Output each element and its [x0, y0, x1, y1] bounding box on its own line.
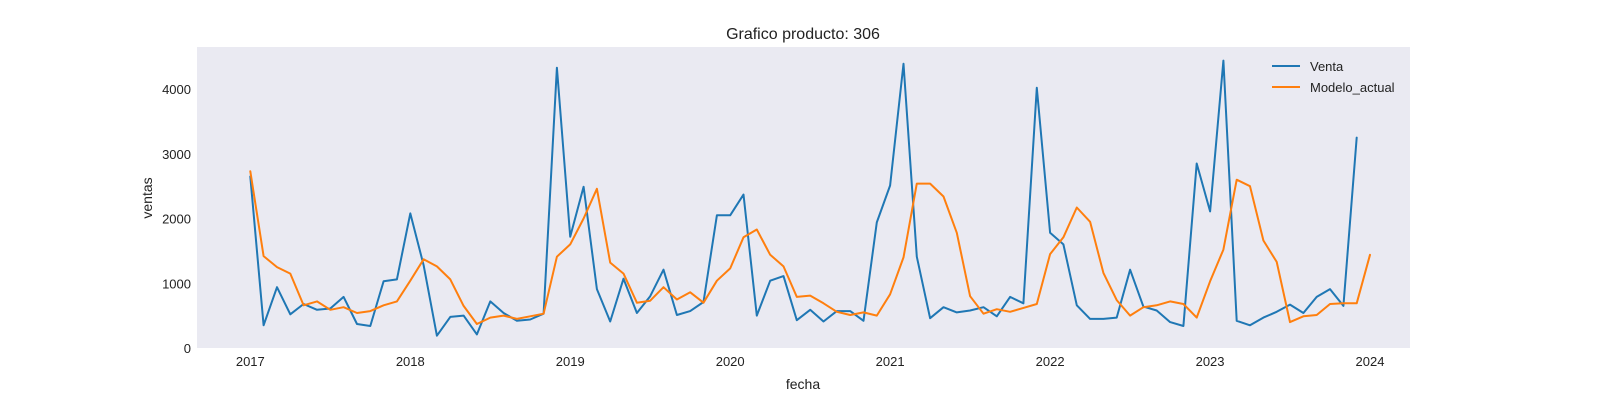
y-tick-label: 2000: [162, 212, 191, 227]
legend: Venta Modelo_actual: [1272, 59, 1395, 95]
y-tick-label: 4000: [162, 82, 191, 97]
y-tick-label: 3000: [162, 147, 191, 162]
y-axis-title: ventas: [139, 177, 155, 218]
x-tick-label: 2017: [236, 354, 265, 369]
x-tick-label: 2021: [876, 354, 905, 369]
chart-title: Grafico producto: 306: [726, 26, 880, 43]
series-line-venta: [249, 59, 1358, 337]
y-axis-ticks: 0 1000 2000 3000 4000: [162, 82, 191, 356]
x-tick-label: 2024: [1356, 354, 1385, 369]
x-tick-label: 2018: [396, 354, 425, 369]
plot-area: [197, 47, 1410, 348]
series-line-modelo-actual: [249, 170, 1371, 325]
legend-label: Venta: [1310, 59, 1344, 74]
y-tick-label: 1000: [162, 276, 191, 291]
x-tick-label: 2019: [556, 354, 585, 369]
x-axis-ticks: 2017 2018 2019 2020 2021 2022 2023 2024: [236, 354, 1385, 369]
y-tick-label: 0: [184, 341, 191, 356]
series-layer: [249, 59, 1371, 337]
x-tick-label: 2022: [1036, 354, 1065, 369]
x-tick-label: 2023: [1196, 354, 1225, 369]
legend-label: Modelo_actual: [1310, 80, 1395, 95]
x-axis-title: fecha: [786, 376, 820, 392]
x-tick-label: 2020: [716, 354, 745, 369]
